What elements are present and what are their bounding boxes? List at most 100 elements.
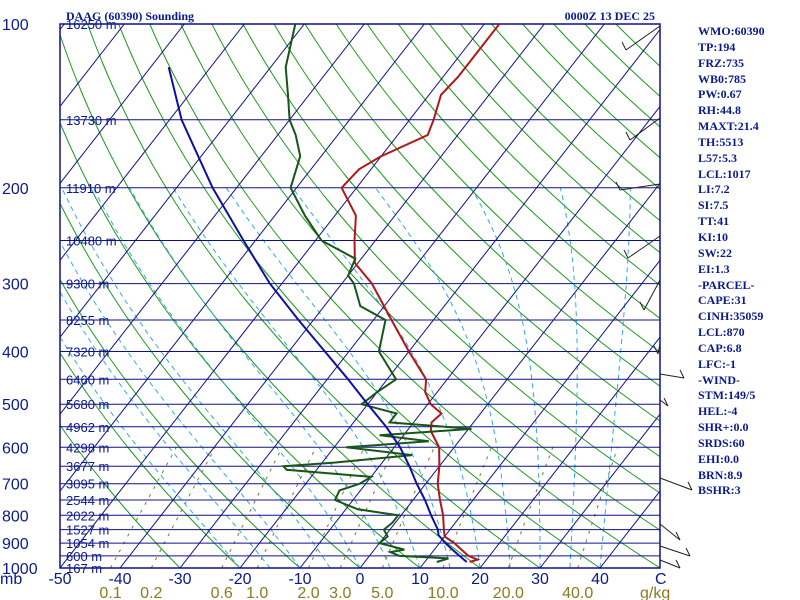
chart-title: DAAG (60390) Sounding — [66, 9, 194, 23]
index-line: BRN:8.9 — [698, 467, 743, 482]
height-label: 4298 m — [66, 440, 109, 455]
isotherm-line — [60, 24, 425, 492]
dry-adiabat-line — [87, 24, 541, 568]
index-line: WMO:60390 — [698, 24, 765, 38]
index-line: MAXT:21.4 — [698, 119, 759, 134]
index-line: EI:1.3 — [698, 261, 730, 276]
wind-barb-flag — [675, 531, 681, 541]
dry-adiabat-line — [60, 121, 421, 568]
index-line: HEL:-4 — [698, 404, 738, 419]
wind-barbs — [615, 25, 693, 569]
index-line: SW:22 — [698, 245, 733, 260]
height-label: 1054 m — [66, 536, 109, 551]
pressure-tick-label: 600 — [2, 440, 29, 457]
moist-adiabat-line — [225, 187, 451, 568]
temperature-line — [340, 24, 501, 563]
temperature-tick-label: -30 — [168, 571, 191, 588]
wind-barb-flag — [621, 41, 627, 51]
dry-adiabat-line — [304, 24, 660, 387]
wind-barb — [659, 399, 669, 407]
isotherm-line — [60, 24, 245, 262]
isotherm-line — [60, 24, 365, 415]
wind-barb — [659, 559, 681, 569]
plot-frame — [59, 23, 661, 569]
height-label: 1527 m — [66, 523, 109, 538]
moist-adiabat-line — [599, 187, 631, 568]
mixing-ratio-line — [110, 447, 177, 568]
sounding-series — [167, 24, 501, 563]
temperature-tick-label: 10 — [411, 571, 429, 588]
dry-adiabat-line — [522, 24, 660, 159]
mixing-ratio-line — [150, 447, 216, 568]
index-line: FRZ:735 — [698, 55, 744, 70]
wind-barb — [659, 545, 691, 557]
dry-adiabat-line — [460, 24, 660, 222]
mixing-ratio-tick-label: 2.0 — [297, 585, 319, 600]
dry-adiabat-line — [60, 202, 361, 568]
isotherm-line — [60, 24, 185, 185]
isotherm-line — [60, 24, 485, 568]
pressure-tick-label: 1000 — [2, 561, 38, 578]
dry-adiabat-line — [397, 24, 660, 286]
dry-adiabat-line — [335, 24, 660, 353]
height-label: 9300 m — [66, 277, 109, 292]
pressure-tick-label: 500 — [2, 397, 29, 414]
dry-adiabat-line — [60, 278, 301, 568]
wind-barb — [643, 279, 661, 311]
parcel-path-line — [167, 66, 468, 563]
temperature-tick-label: 20 — [471, 571, 489, 588]
wind-barb — [629, 117, 661, 141]
wind-barb — [619, 183, 661, 191]
dewpoint-line — [281, 24, 472, 563]
moist-adiabat-line — [92, 187, 361, 568]
pressure-tick-label: 100 — [2, 17, 29, 34]
height-label: 3095 m — [66, 477, 109, 492]
pressure-tick-label: 200 — [2, 181, 29, 198]
height-label: 11910 m — [66, 181, 116, 196]
index-line: -PARCEL- — [698, 277, 755, 292]
mixing-ratio-tick-label: 0.1 — [99, 585, 121, 600]
height-label: 7320 m — [66, 345, 109, 360]
dry-adiabat-line — [60, 352, 241, 568]
index-line: SHR+:0.0 — [698, 420, 749, 435]
height-label: 6460 m — [66, 372, 109, 387]
mixing-ratio-tick-label: 20.0 — [493, 585, 524, 600]
wind-barb — [659, 523, 681, 541]
index-line: STM:149/5 — [698, 388, 756, 403]
dry-adiabat-line — [149, 24, 660, 568]
dry-adiabat-line — [366, 24, 660, 319]
wind-barb-flag — [687, 481, 693, 491]
y-axis-unit: mb — [0, 571, 22, 588]
dry-adiabat-line — [118, 24, 601, 568]
wind-barb-flag — [625, 131, 631, 141]
wind-barb-flag — [685, 547, 691, 557]
index-line: -WIND- — [698, 372, 740, 387]
dry-adiabat-line — [273, 24, 660, 422]
dry-adiabat-line — [180, 24, 660, 531]
height-label: 600 m — [66, 549, 102, 564]
plot-border — [59, 23, 661, 569]
dry-adiabat-line — [553, 24, 660, 128]
pressure-tick-label: 400 — [2, 345, 29, 362]
wind-barb-flag — [639, 301, 645, 311]
mixing-ratio-tick-label: 1.0 — [246, 585, 268, 600]
dry-adiabat-line — [60, 424, 181, 568]
dry-adiabat-line — [211, 24, 660, 494]
sounding-indices-panel: WMO:60390 TP:194 FRZ:735 WB0:785 PW:0.67 RH:4… — [698, 24, 798, 499]
index-line: WB0:785 — [698, 71, 746, 86]
index-line: TP:194 — [698, 39, 736, 54]
temperature-tick-label: 30 — [531, 571, 549, 588]
index-line: L57:5.3 — [698, 150, 737, 165]
height-label: 10480 m — [66, 234, 117, 249]
dry-adiabat-line — [429, 24, 660, 254]
wind-barb — [657, 343, 661, 355]
index-line: PW:0.67 — [698, 87, 742, 102]
wind-barb-flag — [675, 559, 681, 569]
height-label: 167 m — [66, 561, 102, 576]
pressure-tick-label: 300 — [2, 277, 29, 294]
mixing-ratio-tick-label: 3.0 — [329, 585, 351, 600]
isotherm-line — [539, 413, 660, 568]
temperature-tick-label: -50 — [48, 571, 71, 588]
